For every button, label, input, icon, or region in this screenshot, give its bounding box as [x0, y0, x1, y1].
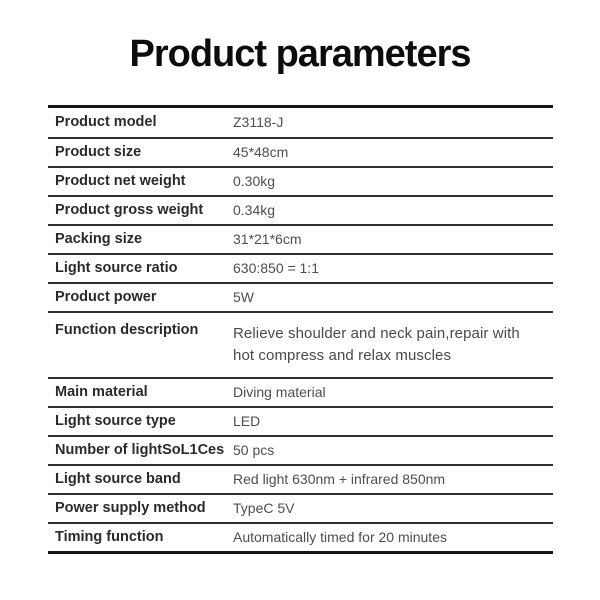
- table-row-power-supply-method: Power supply method TypeC 5V: [48, 492, 553, 522]
- table-row-light-source-band: Light source band Red light 630nm + infr…: [48, 463, 553, 493]
- spec-table: Product model Z3118-J Product size 45*48…: [48, 104, 553, 554]
- spec-value: Automatically timed for 20 minutes: [233, 529, 447, 546]
- spec-label: Product net weight: [55, 173, 186, 190]
- spec-label: Light source ratio: [55, 260, 178, 277]
- table-row-product-gross-weight: Product gross weight 0.34kg: [48, 194, 553, 224]
- spec-label: Product model: [55, 114, 157, 131]
- spec-value: Red light 630nm + infrared 850nm: [233, 471, 446, 488]
- table-row-main-material: Main material Diving material: [48, 376, 553, 406]
- table-row-timing-function: Timing function Automatically timed for …: [48, 521, 553, 551]
- spec-label: Main material: [55, 384, 148, 401]
- table-row-light-source-ratio: Light source ratio 630:850 = 1:1: [48, 252, 553, 282]
- product-parameters-page: Product parameters Product model Z3118-J…: [0, 32, 600, 600]
- spec-label: Timing function: [55, 529, 164, 546]
- table-row-product-power: Product power 5W: [48, 281, 553, 311]
- spec-value-line: Relieve shoulder and neck pain,repair wi…: [233, 324, 520, 342]
- spec-label: Light source type: [55, 413, 176, 430]
- spec-value: 31*21*6cm: [233, 231, 302, 248]
- spec-value: 50 pcs: [233, 442, 275, 459]
- spec-label: Number of lightSoL1Ces: [55, 442, 225, 459]
- spec-value: 630:850 = 1:1: [233, 260, 320, 277]
- spec-label: Function description: [55, 321, 199, 338]
- spec-value: 45*48cm: [233, 144, 289, 161]
- spec-label: Light source band: [55, 471, 181, 488]
- table-row-light-source-type: Light source type LED: [48, 405, 553, 435]
- spec-value-line: hot compress and relax muscles: [233, 347, 452, 365]
- spec-value: LED: [233, 413, 261, 430]
- table-row-product-net-weight: Product net weight 0.30kg: [48, 165, 553, 195]
- spec-value: 5W: [233, 289, 254, 306]
- table-row-number-of-light-sources: Number of lightSoL1Ces 50 pcs: [48, 434, 553, 464]
- spec-value: 0.30kg: [233, 173, 276, 190]
- table-row-function-description: Function description Relieve shoulder an…: [48, 310, 553, 377]
- spec-value: Diving material: [233, 384, 326, 401]
- spec-label: Packing size: [55, 231, 143, 248]
- spec-value: Relieve shoulder and neck pain,repair wi…: [233, 320, 553, 368]
- spec-label: Product gross weight: [55, 202, 204, 219]
- spec-label: Product power: [55, 289, 157, 306]
- table-row-packing-size: Packing size 31*21*6cm: [48, 223, 553, 253]
- table-row-product-size: Product size 45*48cm: [48, 136, 553, 166]
- table-row-product-model: Product model Z3118-J: [48, 108, 553, 137]
- spec-label: Power supply method: [55, 500, 206, 517]
- spec-value: Z3118-J: [233, 114, 284, 131]
- spec-value: TypeC 5V: [233, 500, 295, 517]
- spec-label: Product size: [55, 144, 142, 161]
- spec-value: 0.34kg: [233, 202, 276, 219]
- page-title: Product parameters: [129, 33, 471, 75]
